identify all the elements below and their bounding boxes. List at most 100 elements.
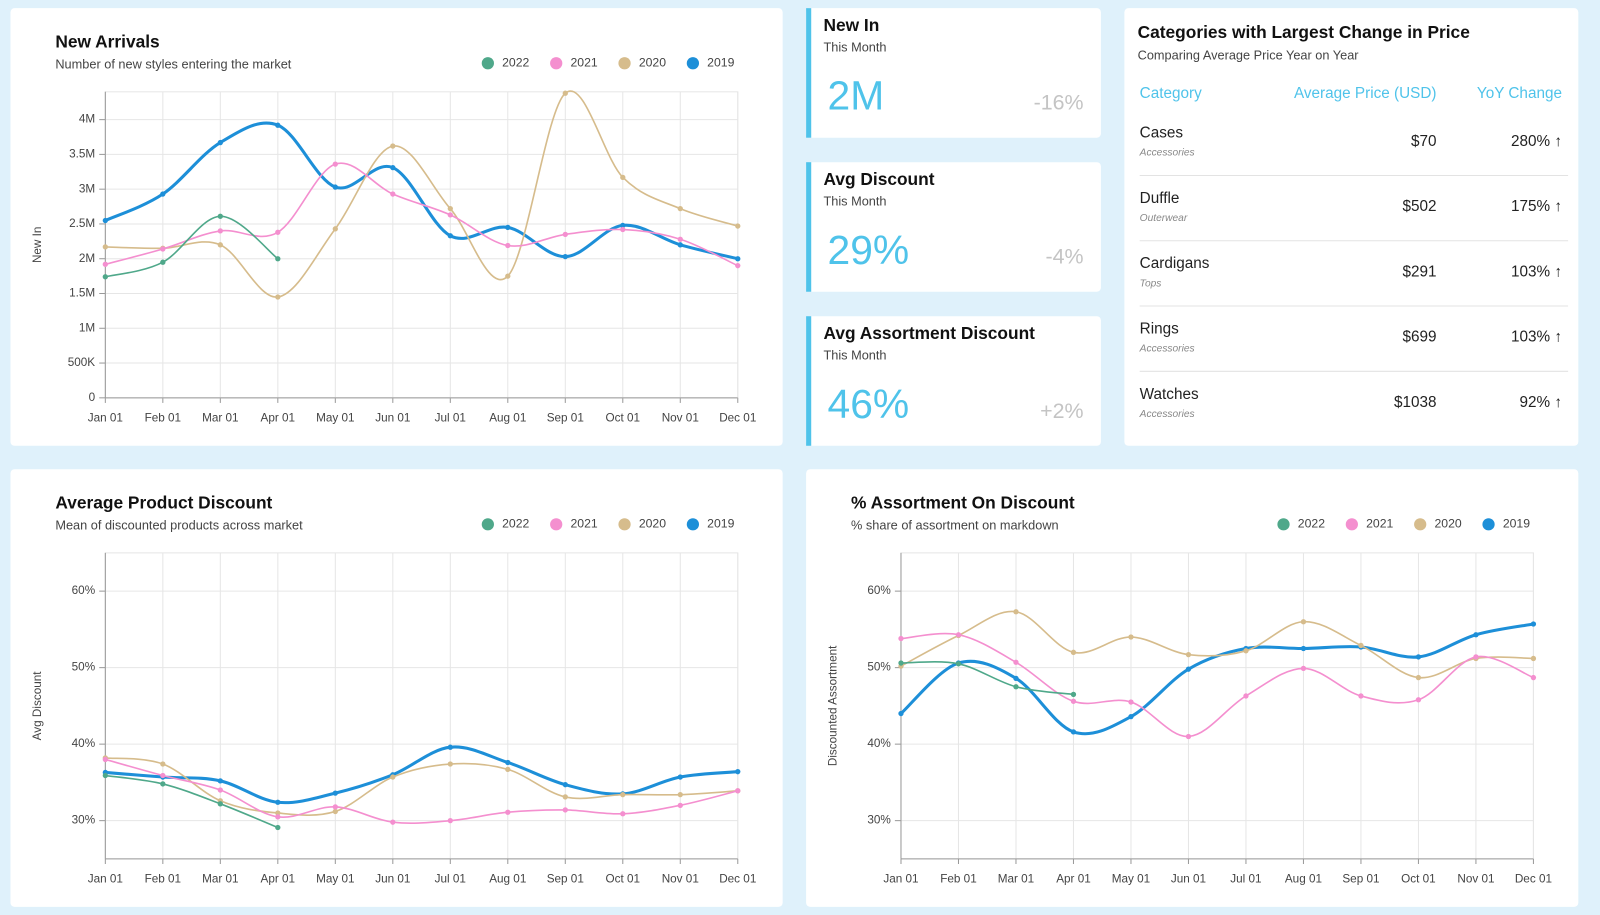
x-tick-label: Jul 01 <box>435 411 466 424</box>
x-tick-label: Sep 01 <box>547 872 584 885</box>
x-tick-label: Jan 01 <box>883 872 918 885</box>
x-tick-label: May 01 <box>1112 872 1150 885</box>
data-point <box>447 761 453 767</box>
data-point <box>217 139 223 146</box>
data-point <box>1070 691 1077 698</box>
data-point <box>1013 684 1019 690</box>
y-tick-label: 40% <box>867 737 890 750</box>
data-point <box>1415 654 1422 660</box>
series-line <box>900 661 1074 696</box>
kpi-accent <box>806 162 812 292</box>
y-tick-label: 60% <box>72 584 95 597</box>
x-tick-label: Jun 01 <box>375 411 410 424</box>
row-change: 280% ↑ <box>1511 133 1562 150</box>
x-tick-label: Feb 01 <box>145 411 181 424</box>
row-name: Duffle <box>1140 190 1180 207</box>
x-tick-label: Dec 01 <box>719 872 756 885</box>
legend-label: 2021 <box>570 55 597 69</box>
data-point <box>735 263 741 269</box>
data-point <box>1530 655 1537 662</box>
x-tick-label: Dec 01 <box>1515 872 1552 885</box>
data-point <box>505 766 511 773</box>
kpi-value: 2M <box>828 73 885 119</box>
legend-label: 2019 <box>1503 517 1530 531</box>
chart-subtitle: Mean of discounted products across marke… <box>55 518 303 533</box>
data-point <box>1070 698 1077 704</box>
table-header: YoY Change <box>1477 85 1562 102</box>
data-point <box>735 223 741 229</box>
y-tick-label: 500K <box>68 356 96 369</box>
data-point <box>332 184 338 190</box>
row-change: 92% ↑ <box>1519 394 1562 411</box>
kpi-subtitle: This Month <box>823 39 886 54</box>
data-point <box>217 778 223 784</box>
row-price: $1038 <box>1394 394 1437 411</box>
panel <box>806 469 1579 907</box>
kpi-value: 46% <box>828 381 910 427</box>
legend-label: 2019 <box>707 517 734 531</box>
x-tick-label: Oct 01 <box>1401 872 1436 885</box>
x-tick-label: Jul 01 <box>435 872 466 885</box>
data-point <box>1530 674 1537 681</box>
data-point <box>1013 675 1019 681</box>
data-point <box>1070 729 1077 735</box>
data-point <box>620 811 626 817</box>
data-point <box>390 191 396 197</box>
x-tick-label: Feb 01 <box>145 872 181 885</box>
row-price: $699 <box>1402 329 1436 346</box>
kpi-title: Avg Assortment Discount <box>823 323 1035 343</box>
row-name: Watches <box>1140 386 1199 403</box>
data-point <box>102 217 108 224</box>
legend-label: 2020 <box>639 517 666 531</box>
data-point <box>620 226 626 233</box>
kpi-value: 29% <box>828 227 910 273</box>
data-point <box>505 809 511 815</box>
y-tick-label: 3.5M <box>69 147 95 160</box>
row-price: $502 <box>1402 198 1436 215</box>
y-tick-label: 1M <box>79 321 95 334</box>
kpi-change: +2% <box>1040 399 1083 423</box>
series-line <box>105 215 279 278</box>
data-point <box>1473 632 1479 638</box>
y-axis-label: Discounted Assortment <box>827 645 840 766</box>
data-point <box>677 774 683 780</box>
y-tick-label: 30% <box>867 814 890 827</box>
data-point <box>562 231 568 238</box>
chart-title: New Arrivals <box>55 31 159 51</box>
data-point <box>275 122 281 128</box>
data-point <box>1128 713 1134 720</box>
data-point <box>677 791 683 798</box>
data-point <box>620 174 626 181</box>
x-tick-label: Dec 01 <box>719 411 756 424</box>
y-tick-label: 4M <box>79 113 95 126</box>
x-tick-label: Oct 01 <box>606 411 641 424</box>
x-tick-label: Jul 01 <box>1230 872 1261 885</box>
x-tick-label: May 01 <box>316 872 354 885</box>
legend-swatch <box>481 57 494 70</box>
kpi-card <box>806 8 1101 138</box>
y-tick-label: 0 <box>89 391 96 404</box>
data-point <box>447 817 453 824</box>
table-header: Average Price (USD) <box>1294 85 1437 102</box>
y-tick-label: 40% <box>72 737 95 750</box>
y-tick-label: 2.5M <box>69 217 95 230</box>
data-point <box>1243 693 1249 699</box>
data-point <box>1358 642 1364 649</box>
legend-swatch <box>686 518 700 531</box>
data-point <box>160 259 166 265</box>
data-point <box>332 804 338 810</box>
data-point <box>102 772 108 779</box>
table-title: Categories with Largest Change in Price <box>1138 22 1471 42</box>
data-point <box>677 242 683 248</box>
row-price: $70 <box>1411 133 1437 150</box>
data-point <box>1300 619 1307 625</box>
x-tick-label: Feb 01 <box>940 872 976 885</box>
data-point <box>735 769 741 775</box>
data-point <box>1128 699 1134 705</box>
row-change: 103% ↑ <box>1511 329 1562 346</box>
legend-label: 2022 <box>502 517 529 531</box>
kpi-subtitle: This Month <box>823 193 886 208</box>
y-tick-label: 60% <box>867 584 890 597</box>
data-point <box>447 744 453 750</box>
